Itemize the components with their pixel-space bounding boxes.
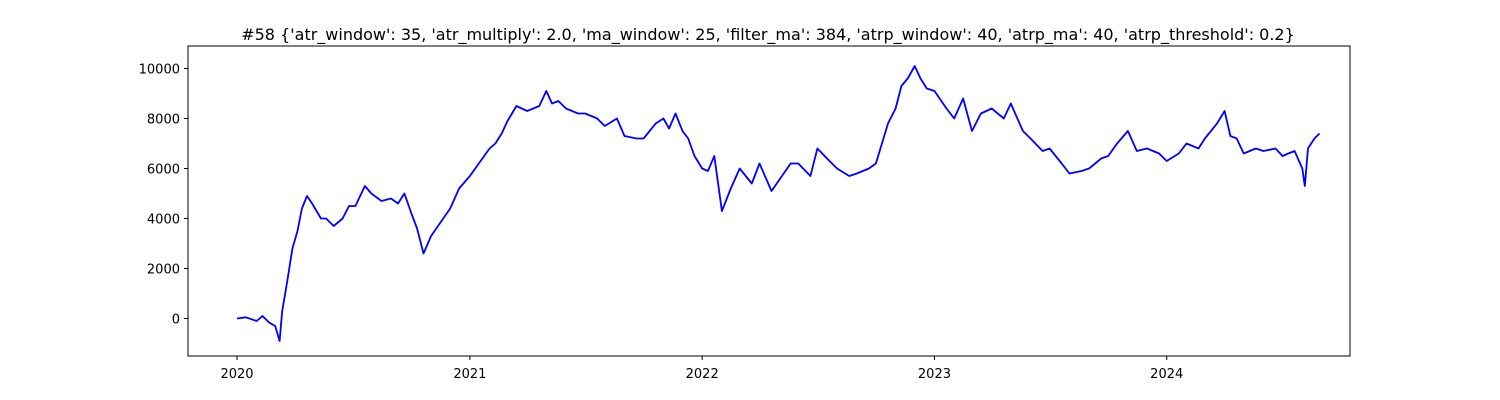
- x-tick-label: 2021: [453, 367, 486, 382]
- x-tick-label: 2023: [918, 367, 951, 382]
- x-tick-label: 2020: [220, 367, 253, 382]
- y-tick-label: 8000: [147, 113, 180, 128]
- y-axis: 0 2000 4000 6000 8000 10000: [139, 63, 188, 328]
- y-tick-label: 6000: [147, 163, 180, 178]
- y-tick-label: 10000: [139, 63, 180, 78]
- chart-title: #58 {'atr_window': 35, 'atr_multiply': 2…: [241, 25, 1295, 45]
- x-axis: 2020 2021 2022 2023 2024: [220, 356, 1183, 382]
- y-tick-label: 4000: [147, 213, 180, 228]
- x-tick-label: 2022: [686, 367, 719, 382]
- plot-frame: [187, 45, 1351, 357]
- x-tick-label: 2024: [1150, 367, 1183, 382]
- y-tick-label: 2000: [147, 263, 180, 278]
- y-tick-label: 0: [172, 313, 180, 328]
- series-line: [236, 65, 1321, 342]
